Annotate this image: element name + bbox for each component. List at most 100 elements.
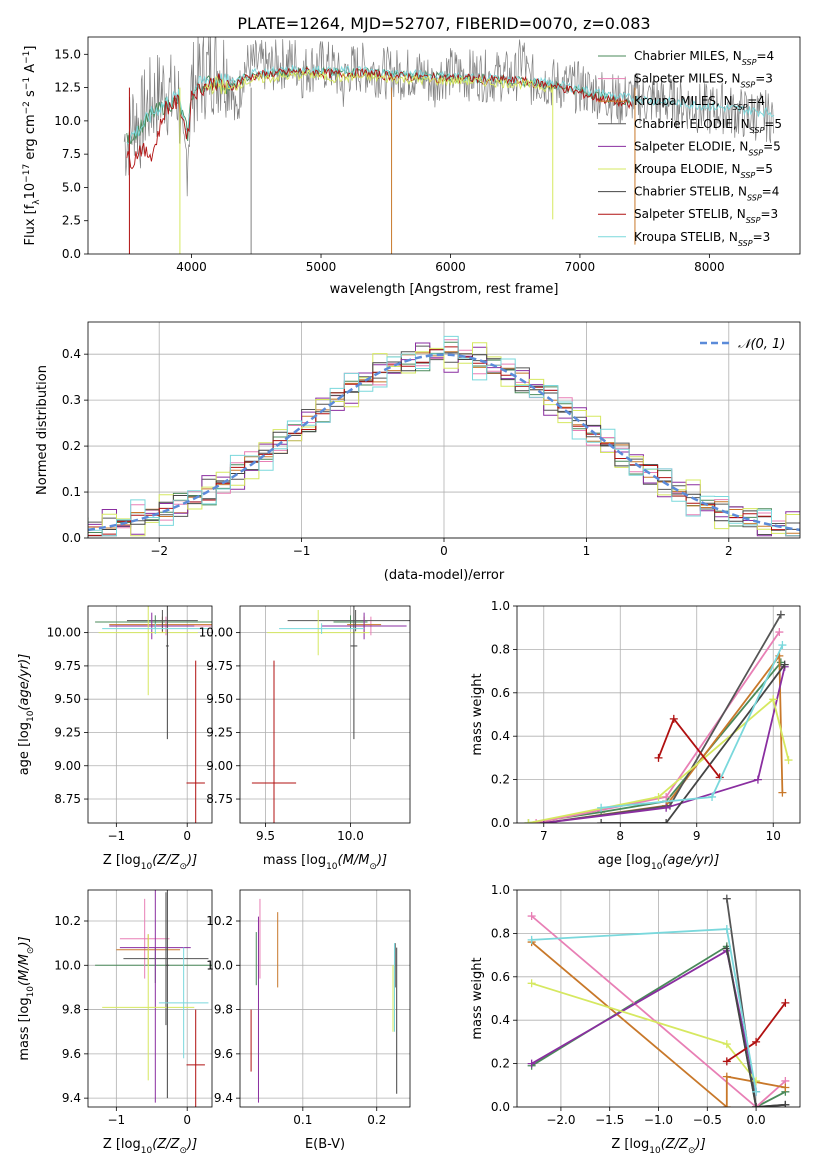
y-tick-label: 9.50 bbox=[54, 692, 81, 706]
legend-label-suffix: =3 bbox=[753, 230, 771, 244]
histogram-series bbox=[88, 342, 800, 537]
axes-frame bbox=[239, 889, 411, 1108]
spectrum-model-line bbox=[126, 65, 775, 145]
y-tick-label: 10.0 bbox=[54, 114, 81, 128]
weight-marker bbox=[776, 610, 785, 619]
label-part: mass [log bbox=[263, 853, 326, 868]
plot-area bbox=[251, 606, 410, 823]
label-part: )] bbox=[695, 1137, 706, 1152]
spectrum-model-line bbox=[204, 69, 555, 95]
legend-label-sub: SSP bbox=[742, 58, 757, 67]
label-part: λ bbox=[32, 199, 42, 205]
label-part: 10 bbox=[649, 1146, 661, 1156]
x-tick-label: 10.0 bbox=[337, 829, 364, 843]
y-tick-label: 9.8 bbox=[214, 1003, 233, 1017]
grid bbox=[88, 890, 212, 1107]
x-tick-label: 8000 bbox=[694, 260, 725, 274]
error-bar-point bbox=[267, 609, 370, 656]
x-tick-label: 6000 bbox=[435, 260, 466, 274]
y-tick-label: 9.25 bbox=[54, 725, 81, 739]
label-part: mass [log bbox=[17, 997, 32, 1060]
y-tick-label: 9.75 bbox=[206, 659, 233, 673]
x-axis-label: Z [log10(Z/Z⊙)] bbox=[103, 853, 197, 872]
x-tick-label: −2 bbox=[150, 544, 168, 558]
legend-label-sub: SSP bbox=[741, 171, 756, 180]
legend-label-sub: SSP bbox=[746, 216, 761, 225]
legend-label: Kroupa MILES, NSSP=4 bbox=[634, 94, 765, 112]
weight-series-line bbox=[601, 664, 786, 823]
weight-marker bbox=[722, 1040, 731, 1049]
axes-mass_vs_EBV: 0.1 0.2 9.4 9.6 9.8 10.0 10.2 E(B-V) bbox=[206, 889, 411, 1152]
axes-mass_vs_Z: −1 09.49.69.810.010.2Z [log10(Z/Z⊙)]mass … bbox=[17, 889, 213, 1156]
x-axis-label: mass [log10(M/M⊙)] bbox=[263, 853, 387, 872]
x-tick-label: 4000 bbox=[176, 260, 207, 274]
y-tick-label: 10.00 bbox=[47, 626, 81, 640]
y-tick-label: 9.6 bbox=[62, 1047, 81, 1061]
histogram-series bbox=[88, 335, 800, 537]
plot-area bbox=[88, 335, 800, 537]
label-part: (Z/Z bbox=[152, 1137, 180, 1152]
label-part: age [log bbox=[17, 722, 32, 775]
y-tick-label: 5.0 bbox=[62, 180, 81, 194]
label-part: Z [log bbox=[611, 1137, 649, 1152]
x-tick-label: 0.1 bbox=[293, 1113, 312, 1127]
axes-frame bbox=[87, 36, 801, 255]
legend-label-main: Kroupa MILES, N bbox=[634, 94, 733, 108]
error-bar-point bbox=[165, 890, 169, 1099]
y-tick-label: 8.75 bbox=[206, 792, 233, 806]
weight-marker bbox=[722, 925, 731, 934]
label-part: s bbox=[23, 90, 38, 101]
legend-label-suffix: =5 bbox=[755, 162, 773, 176]
label-part: −17 bbox=[22, 164, 32, 183]
weight-marker bbox=[781, 1083, 790, 1092]
weight-marker bbox=[527, 1059, 536, 1068]
legend-label: Kroupa ELODIE, NSSP=5 bbox=[634, 162, 773, 180]
y-tick-label: 2.5 bbox=[62, 214, 81, 228]
y-tick-label: 0.4 bbox=[62, 347, 81, 361]
error-bar-point bbox=[126, 609, 198, 632]
y-axis-label: mass weight bbox=[470, 673, 485, 755]
y-axis-label: Flux [fλ10−17 erg cm−2 s−1 A−1] bbox=[22, 46, 42, 246]
label-part: ] bbox=[23, 46, 38, 51]
weight-marker bbox=[662, 803, 671, 812]
plot-area bbox=[250, 898, 398, 1103]
y-tick-label: 0.6 bbox=[491, 970, 510, 984]
label-part: 10 bbox=[326, 862, 338, 872]
legend: 𝒩(0, 1) bbox=[700, 337, 785, 352]
y-tick-label: 9.75 bbox=[54, 659, 81, 673]
plot-area bbox=[123, 37, 775, 254]
axes-frame bbox=[516, 605, 801, 824]
label-part: (M/M bbox=[338, 853, 370, 868]
weight-marker bbox=[662, 792, 671, 801]
legend-label-suffix: =5 bbox=[764, 117, 782, 131]
legend-label-suffix: =3 bbox=[755, 72, 773, 86]
label-part: 10 bbox=[26, 710, 36, 722]
y-axis-label: mass [log10(M/M⊙)] bbox=[17, 936, 36, 1060]
weight-marker bbox=[778, 641, 787, 650]
label-part: ⊙ bbox=[26, 947, 36, 955]
gaussian-curve bbox=[88, 353, 800, 532]
label-part: (Z/Z bbox=[661, 1137, 689, 1152]
legend-label-sub: SSP bbox=[741, 80, 756, 89]
legend-label-suffix: =4 bbox=[756, 49, 774, 63]
legend-label: 𝒩(0, 1) bbox=[738, 337, 785, 352]
plot-area bbox=[95, 890, 212, 1107]
y-tick-label: 10.2 bbox=[206, 914, 233, 928]
y-tick-label: 9.00 bbox=[54, 759, 81, 773]
error-bar-point bbox=[119, 890, 191, 1103]
y-tick-label: 8.75 bbox=[54, 792, 81, 806]
y-tick-label: 0.4 bbox=[491, 729, 510, 743]
error-bar-point bbox=[186, 660, 205, 823]
weight-marker bbox=[753, 775, 762, 784]
label-part: ⊙ bbox=[179, 1146, 187, 1156]
error-bar-point bbox=[109, 612, 195, 640]
label-part: 10 bbox=[26, 986, 36, 998]
weight-marker bbox=[780, 660, 789, 669]
x-tick-label: −1 bbox=[107, 1113, 125, 1127]
y-tick-label: 15.0 bbox=[54, 47, 81, 61]
label-part: −1 bbox=[22, 77, 32, 90]
error-bar-point bbox=[119, 898, 170, 979]
x-tick-label: 0.0 bbox=[747, 1113, 766, 1127]
